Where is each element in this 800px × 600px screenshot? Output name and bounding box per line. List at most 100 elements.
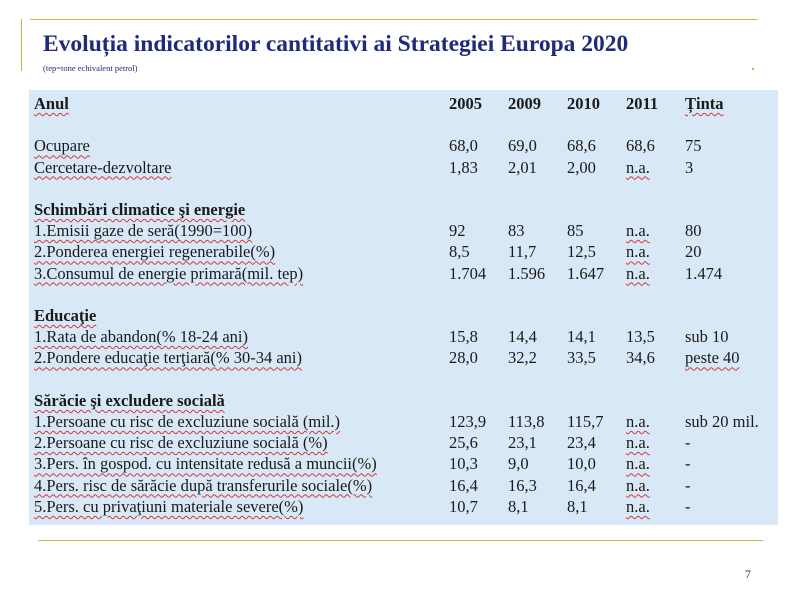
row-label: 1.Rata de abandon(% 18-24 ani) [34,327,248,347]
table-cell: 8,1 [567,496,588,516]
table-cell: 115,7 [567,411,604,431]
row-label: 1.Emisii gaze de seră(1990=100) [34,221,253,241]
row-label: 5.Pers. cu privaţiuni materiale severe(%… [34,496,304,516]
table-row: 3.Pers. în gospod. cu intensitate redusă… [34,453,775,474]
table-cell: 11,7 [508,242,537,262]
row-label: 2.Pondere educaţie terţiară(% 30-34 ani) [34,348,303,368]
table-row: 1.Rata de abandon(% 18-24 ani) 15,8 14,4… [34,326,775,347]
table-cell: 13,5 [626,327,655,347]
table-cell: 2,00 [567,157,596,177]
table-row: 2.Ponderea energiei regenerabile(%) 8,5 … [34,241,775,262]
accent-dot [752,68,754,70]
table-cell: 1.647 [567,263,605,283]
table-cell: n.a. [626,411,650,431]
left-accent-rule [21,19,22,71]
table-cell: n.a. [626,242,650,262]
table-cell: 14,1 [567,327,596,347]
spacer-row [34,369,775,390]
target-cell: - [685,433,691,453]
target-cell: sub 20 mil. [685,411,759,431]
table-cell: 68,6 [567,136,596,156]
target-cell: peste 40 [685,348,740,368]
table-cell: 23,4 [567,433,596,453]
table-row: 2.Pondere educaţie terţiară(% 30-34 ani)… [34,347,775,368]
target-cell: 20 [685,242,702,262]
table-cell: 25,6 [449,433,478,453]
target-cell: - [685,454,691,474]
table-cell: 8,5 [449,242,470,262]
table-cell: 14,4 [508,327,537,347]
section-heading-row: Educaţie [34,305,775,326]
table-cell: 8,1 [508,496,529,516]
table-header-row: Anul 2005 2009 2010 2011 Ținta [34,93,775,114]
table-cell: 16,4 [449,475,478,495]
table-row: Cercetare-dezvoltare 1,83 2,01 2,00 n.a.… [34,157,775,178]
target-cell: 3 [685,157,694,177]
section-heading: Educaţie [34,305,97,325]
row-label: 2.Persoane cu risc de excluziune socială… [34,433,328,453]
table-cell: 92 [449,221,466,241]
slide-title: Evoluția indicatorilor cantitativi ai St… [43,31,629,57]
page-number: 7 [745,567,751,581]
table-cell: 23,1 [508,433,537,453]
table-cell: 28,0 [449,348,478,368]
table-cell: n.a. [626,157,650,177]
spacer-row [34,178,775,199]
table-cell: 16,4 [567,475,596,495]
table-cell: n.a. [626,221,650,241]
table-cell: 2,01 [508,157,537,177]
table-cell: n.a. [626,475,650,495]
table-cell: 9,0 [508,454,529,474]
row-label: 3.Consumul de energie primară(mil. tep) [34,263,304,283]
table-row: 1.Persoane cu risc de excluziune socială… [34,411,775,432]
table-cell: 1.704 [449,263,487,283]
header-cell: 2011 [626,94,659,113]
table-cell: 16,3 [508,475,537,495]
table-row: 4.Pers. risc de sărăcie după transferuri… [34,475,775,496]
section-heading: Schimbări climatice şi energie [34,199,246,219]
table-cell: 113,8 [508,411,545,431]
table-cell: 32,2 [508,348,537,368]
bottom-rule [38,540,763,541]
target-cell: 80 [685,221,702,241]
row-label: 2.Ponderea energiei regenerabile(%) [34,242,276,262]
table-cell: 68,0 [449,136,478,156]
table-cell: n.a. [626,433,650,453]
target-cell: 1.474 [685,263,723,283]
table-row: 3.Consumul de energie primară(mil. tep) … [34,263,775,284]
row-label: 1.Persoane cu risc de excluziune socială… [34,411,341,431]
table-row: Ocupare 68,0 69,0 68,6 68,6 75 [34,135,775,156]
table-cell: 15,8 [449,327,478,347]
section-heading-row: Schimbări climatice şi energie [34,199,775,220]
table-cell: 68,6 [626,136,655,156]
table-cell: 10,3 [449,454,478,474]
table-cell: 1.596 [508,263,546,283]
table-cell: n.a. [626,496,650,516]
header-cell: Anul [34,94,69,113]
table-background [29,90,778,525]
table-row: 5.Pers. cu privaţiuni materiale severe(%… [34,496,775,517]
table-cell: 83 [508,221,525,241]
table-cell: 69,0 [508,136,537,156]
header-cell: Ținta [685,94,724,113]
target-cell: - [685,475,691,495]
table-cell: 1,83 [449,157,478,177]
table-cell: n.a. [626,263,650,283]
section-heading: Sărăcie şi excludere socială [34,390,225,410]
header-cell: 2010 [567,94,600,113]
table-cell: n.a. [626,454,650,474]
slide-subtitle: (tep=tone echivalent petrol) [43,63,138,73]
target-cell: 75 [685,136,702,156]
table-cell: 33,5 [567,348,596,368]
table-cell: 12,5 [567,242,596,262]
indicators-table: Anul 2005 2009 2010 2011 Ținta Ocupare 6… [34,93,775,517]
table-row: 2.Persoane cu risc de excluziune socială… [34,432,775,453]
table-cell: 123,9 [449,411,487,431]
row-label: 4.Pers. risc de sărăcie după transferuri… [34,475,373,495]
header-cell: 2009 [508,94,541,113]
table-cell: 10,7 [449,496,478,516]
target-cell: sub 10 [685,327,729,347]
top-rule [30,19,757,20]
table-cell: 10,0 [567,454,596,474]
row-label: Ocupare [34,136,90,156]
